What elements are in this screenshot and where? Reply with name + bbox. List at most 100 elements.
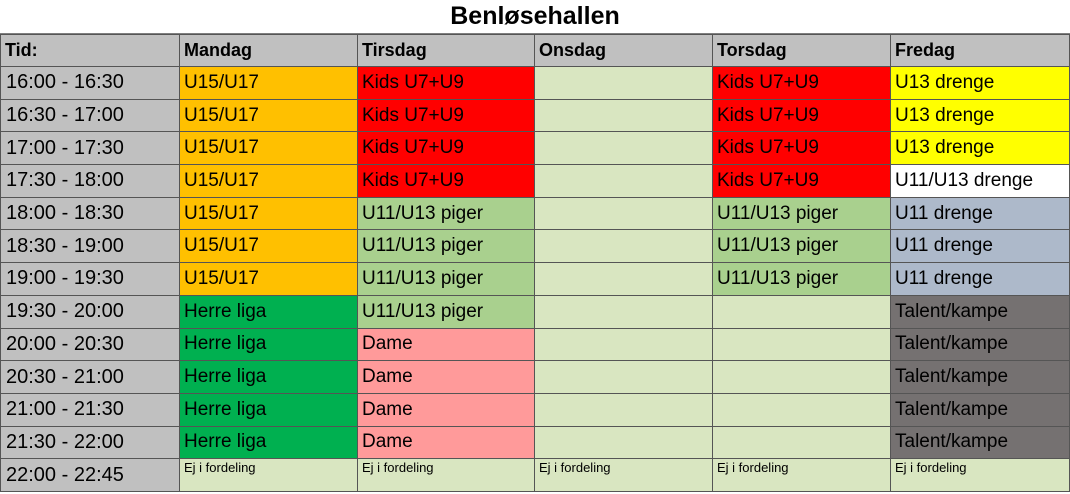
table-row: 21:00 - 21:30 Herre liga Dame Talent/kampe <box>0 392 1070 427</box>
schedule-cell-monday[interactable]: Ej i fordeling <box>179 458 358 492</box>
schedule-cell-friday[interactable]: Talent/kampe <box>890 327 1070 362</box>
schedule-cell-friday[interactable]: Talent/kampe <box>890 294 1070 329</box>
schedule-cell-wednesday[interactable] <box>534 229 713 264</box>
schedule-cell-friday[interactable]: U13 drenge <box>890 131 1070 166</box>
table-row: 19:30 - 20:00 Herre liga U11/U13 piger Tale… <box>0 294 1070 329</box>
table-row: 20:00 - 20:30 Herre liga Dame Talent/kampe <box>0 327 1070 362</box>
time-slot-cell[interactable]: 21:00 - 21:30 <box>0 392 180 427</box>
schedule-cell-friday[interactable]: Ej i fordeling <box>890 458 1070 492</box>
schedule-cell-friday[interactable]: U11 drenge <box>890 229 1070 264</box>
table-row: 18:30 - 19:00 U15/U17 U11/U13 piger U11/U13… <box>0 229 1070 264</box>
table-row: 20:30 - 21:00 Herre liga Dame Talent/kampe <box>0 360 1070 394</box>
schedule-cell-wednesday[interactable] <box>534 294 713 329</box>
schedule-cell-wednesday[interactable] <box>534 131 713 166</box>
header-row: Tid: Mandag Tirsdag Onsdag Torsdag Freda… <box>0 34 1070 67</box>
table-row: 16:30 - 17:00 U15/U17 Kids U7+U9 Kids U7+U9… <box>0 98 1070 133</box>
schedule-cell-thursday[interactable]: Kids U7+U9 <box>712 66 891 100</box>
schedule-cell-monday[interactable]: Herre liga <box>179 327 358 362</box>
time-slot-cell[interactable]: 17:00 - 17:30 <box>0 131 180 166</box>
sheet-title: Benløsehallen <box>0 0 1070 34</box>
schedule-cell-monday[interactable]: U15/U17 <box>179 229 358 264</box>
schedule-cell-tuesday[interactable]: Dame <box>357 392 535 427</box>
schedule-cell-wednesday[interactable] <box>534 327 713 362</box>
time-slot-cell[interactable]: 20:30 - 21:00 <box>0 360 180 394</box>
schedule-cell-tuesday[interactable]: Kids U7+U9 <box>357 131 535 166</box>
schedule-cell-monday[interactable]: U15/U17 <box>179 66 358 100</box>
schedule-cell-monday[interactable]: U15/U17 <box>179 196 358 231</box>
schedule-cell-tuesday[interactable]: U11/U13 piger <box>357 196 535 231</box>
schedule-table: Tid: Mandag Tirsdag Onsdag Torsdag Freda… <box>0 34 1070 492</box>
schedule-cell-tuesday[interactable]: Dame <box>357 425 535 460</box>
schedule-cell-monday[interactable]: U15/U17 <box>179 98 358 133</box>
time-slot-cell[interactable]: 20:00 - 20:30 <box>0 327 180 362</box>
schedule-cell-thursday[interactable] <box>712 294 891 329</box>
schedule-cell-monday[interactable]: Herre liga <box>179 392 358 427</box>
time-slot-cell[interactable]: 16:00 - 16:30 <box>0 66 180 100</box>
time-slot-cell[interactable]: 22:00 - 22:45 <box>0 458 180 492</box>
schedule-cell-friday[interactable]: U13 drenge <box>890 66 1070 100</box>
schedule-cell-thursday[interactable]: Kids U7+U9 <box>712 164 891 198</box>
schedule-cell-wednesday[interactable] <box>534 425 713 460</box>
schedule-cell-friday[interactable]: Talent/kampe <box>890 425 1070 460</box>
time-slot-cell[interactable]: 19:30 - 20:00 <box>0 294 180 329</box>
time-slot-cell[interactable]: 21:30 - 22:00 <box>0 425 180 460</box>
table-row: 18:00 - 18:30 U15/U17 U11/U13 piger U11/U13… <box>0 196 1070 231</box>
schedule-cell-friday[interactable]: Talent/kampe <box>890 392 1070 427</box>
schedule-cell-tuesday[interactable]: Ej i fordeling <box>357 458 535 492</box>
schedule-cell-wednesday[interactable] <box>534 164 713 198</box>
header-thursday[interactable]: Torsdag <box>712 34 891 67</box>
schedule-cell-friday[interactable]: U11/U13 drenge <box>890 164 1070 198</box>
table-row: 21:30 - 22:00 Herre liga Dame Talent/kampe <box>0 425 1070 460</box>
schedule-cell-tuesday[interactable]: Kids U7+U9 <box>357 98 535 133</box>
schedule-cell-wednesday[interactable]: Ej i fordeling <box>534 458 713 492</box>
schedule-cell-tuesday[interactable]: Dame <box>357 360 535 394</box>
schedule-cell-wednesday[interactable] <box>534 98 713 133</box>
schedule-cell-monday[interactable]: Herre liga <box>179 425 358 460</box>
schedule-cell-monday[interactable]: U15/U17 <box>179 262 358 296</box>
schedule-cell-thursday[interactable]: U11/U13 piger <box>712 196 891 231</box>
header-friday[interactable]: Fredag <box>890 34 1070 67</box>
time-slot-cell[interactable]: 17:30 - 18:00 <box>0 164 180 198</box>
table-row: 22:00 - 22:45 Ej i fordeling Ej i fordelin… <box>0 458 1070 492</box>
schedule-cell-monday[interactable]: Herre liga <box>179 360 358 394</box>
schedule-cell-thursday[interactable]: U11/U13 piger <box>712 262 891 296</box>
schedule-cell-thursday[interactable]: Kids U7+U9 <box>712 131 891 166</box>
schedule-cell-monday[interactable]: Herre liga <box>179 294 358 329</box>
schedule-cell-wednesday[interactable] <box>534 392 713 427</box>
header-monday[interactable]: Mandag <box>179 34 358 67</box>
time-slot-cell[interactable]: 19:00 - 19:30 <box>0 262 180 296</box>
schedule-cell-thursday[interactable] <box>712 327 891 362</box>
time-slot-cell[interactable]: 16:30 - 17:00 <box>0 98 180 133</box>
schedule-cell-tuesday[interactable]: Dame <box>357 327 535 362</box>
schedule-cell-tuesday[interactable]: U11/U13 piger <box>357 294 535 329</box>
schedule-cell-wednesday[interactable] <box>534 360 713 394</box>
schedule-cell-thursday[interactable]: Kids U7+U9 <box>712 98 891 133</box>
schedule-cell-monday[interactable]: U15/U17 <box>179 131 358 166</box>
schedule-cell-wednesday[interactable] <box>534 66 713 100</box>
schedule-cell-friday[interactable]: U11 drenge <box>890 196 1070 231</box>
schedule-cell-tuesday[interactable]: Kids U7+U9 <box>357 164 535 198</box>
schedule-cell-thursday[interactable] <box>712 425 891 460</box>
schedule-cell-friday[interactable]: Talent/kampe <box>890 360 1070 394</box>
header-tuesday[interactable]: Tirsdag <box>357 34 535 67</box>
schedule-cell-wednesday[interactable] <box>534 262 713 296</box>
schedule-cell-thursday[interactable] <box>712 360 891 394</box>
schedule-cell-thursday[interactable] <box>712 392 891 427</box>
table-row: 19:00 - 19:30 U15/U17 U11/U13 piger U11/U13… <box>0 262 1070 296</box>
schedule-cell-friday[interactable]: U13 drenge <box>890 98 1070 133</box>
schedule-cell-monday[interactable]: U15/U17 <box>179 164 358 198</box>
schedule-cell-friday[interactable]: U11 drenge <box>890 262 1070 296</box>
header-time[interactable]: Tid: <box>0 34 180 67</box>
schedule-cell-tuesday[interactable]: U11/U13 piger <box>357 229 535 264</box>
schedule-body: 16:00 - 16:30 U15/U17 Kids U7+U9 Kids U7+U9… <box>0 66 1070 492</box>
time-slot-cell[interactable]: 18:00 - 18:30 <box>0 196 180 231</box>
schedule-cell-tuesday[interactable]: Kids U7+U9 <box>357 66 535 100</box>
schedule-cell-tuesday[interactable]: U11/U13 piger <box>357 262 535 296</box>
table-row: 17:00 - 17:30 U15/U17 Kids U7+U9 Kids U7+U9… <box>0 131 1070 166</box>
schedule-cell-wednesday[interactable] <box>534 196 713 231</box>
schedule-cell-thursday[interactable]: Ej i fordeling <box>712 458 891 492</box>
schedule-cell-thursday[interactable]: U11/U13 piger <box>712 229 891 264</box>
header-wednesday[interactable]: Onsdag <box>534 34 713 67</box>
time-slot-cell[interactable]: 18:30 - 19:00 <box>0 229 180 264</box>
